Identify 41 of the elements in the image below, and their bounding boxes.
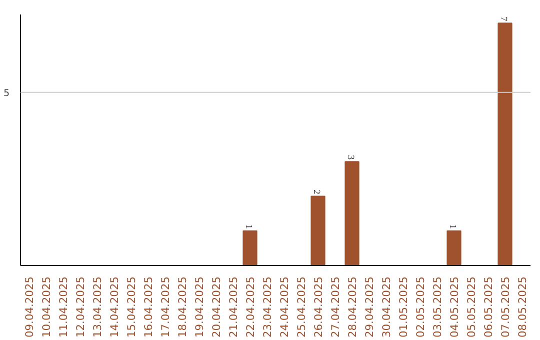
x-tick-label: 29.04.2025 <box>363 276 376 338</box>
x-tick-label: 18.04.2025 <box>176 276 189 338</box>
x-tick-label: 23.04.2025 <box>261 276 274 338</box>
x-tick-label: 17.04.2025 <box>159 276 172 338</box>
ref-line-label: 5 <box>4 88 10 99</box>
data-label: 7 <box>498 16 508 22</box>
x-tick-label: 03.05.2025 <box>431 276 444 338</box>
x-tick-label: 21.04.2025 <box>227 276 240 338</box>
x-tick-label: 13.04.2025 <box>91 276 104 338</box>
bar <box>446 230 462 266</box>
x-tick-label: 25.04.2025 <box>295 276 308 338</box>
x-tick-label: 15.04.2025 <box>125 276 138 338</box>
x-tick-label: 24.04.2025 <box>278 276 291 338</box>
x-tick-label: 11.04.2025 <box>57 276 70 338</box>
bar <box>344 161 360 266</box>
data-label: 1 <box>447 224 457 230</box>
x-tick-label: 02.05.2025 <box>414 276 427 338</box>
x-tick-label: 12.04.2025 <box>74 276 87 338</box>
x-tick-label: 20.04.2025 <box>210 276 223 338</box>
x-tick-label: 19.04.2025 <box>193 276 206 338</box>
x-tick-label: 28.04.2025 <box>346 276 359 338</box>
x-tick-label: 27.04.2025 <box>329 276 342 338</box>
x-tick-label: 22.04.2025 <box>244 276 257 338</box>
data-label: 3 <box>345 154 355 160</box>
x-tick-label: 06.05.2025 <box>482 276 495 338</box>
x-tick-label: 07.05.2025 <box>499 276 512 338</box>
x-tick-label: 26.04.2025 <box>312 276 325 338</box>
x-tick-label: 16.04.2025 <box>142 276 155 338</box>
data-label: 2 <box>311 190 321 195</box>
x-tick-label: 30.04.2025 <box>380 276 393 338</box>
bar <box>310 196 326 266</box>
x-tick-label: 01.05.2025 <box>397 276 410 338</box>
x-tick-label: 04.05.2025 <box>448 276 461 338</box>
x-tick-label: 10.04.2025 <box>40 276 53 338</box>
data-label: 1 <box>243 224 253 230</box>
x-tick-label: 09.04.2025 <box>23 276 36 338</box>
x-tick-label: 14.04.2025 <box>108 276 121 338</box>
bar <box>242 230 258 266</box>
x-tick-label: 08.05.2025 <box>516 276 529 338</box>
bar <box>498 22 512 266</box>
x-tick-label: 05.05.2025 <box>465 276 478 338</box>
